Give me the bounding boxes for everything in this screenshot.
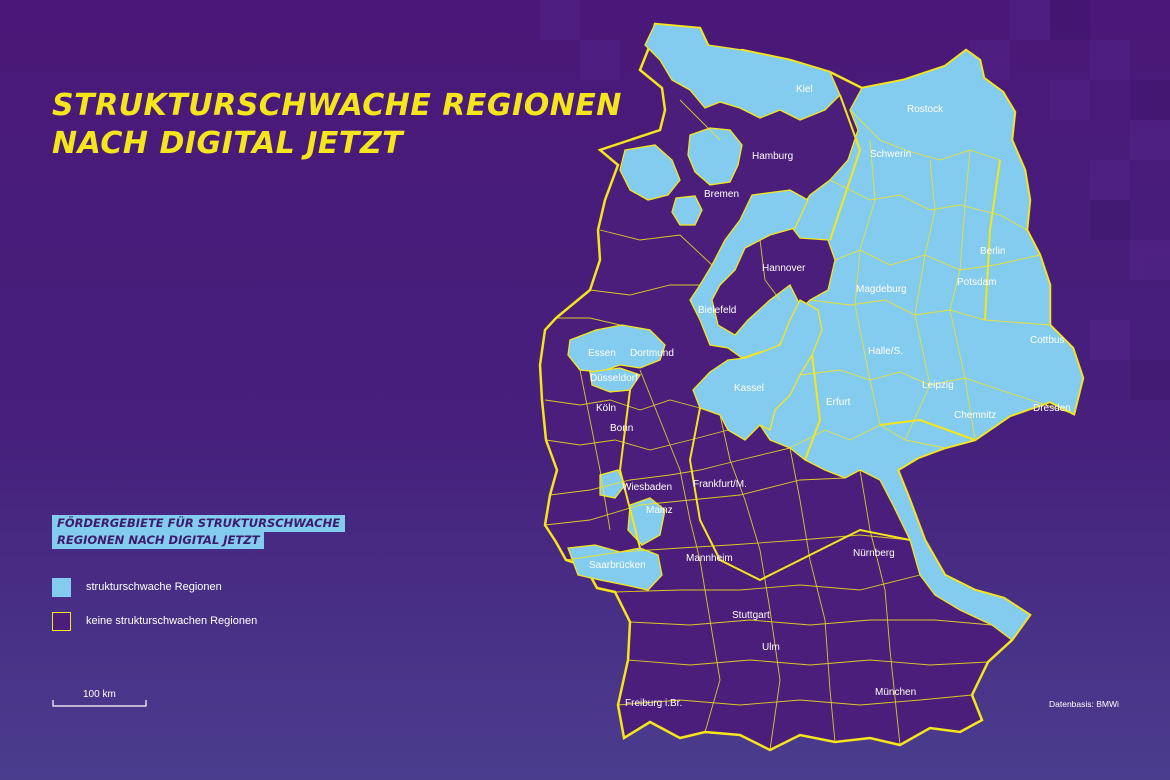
- city-label-essen: Essen: [588, 348, 616, 359]
- map-title-line-2: NACH DIGITAL JETZT: [52, 126, 404, 161]
- scale-bar: [52, 700, 147, 707]
- city-label-schwerin: Schwerin: [870, 149, 911, 160]
- legend-banner-line-2: REGIONEN NACH DIGITAL JETZT: [52, 532, 265, 549]
- city-labels: Kiel Rostock Hamburg Schwerin Bremen Han…: [588, 84, 1071, 709]
- legend-swatch-weak-regions: [52, 578, 71, 597]
- city-label-bonn: Bonn: [610, 423, 633, 434]
- city-label-wiesbaden: Wiesbaden: [622, 482, 672, 493]
- city-label-dresden: Dresden: [1033, 403, 1071, 414]
- city-label-ulm: Ulm: [762, 642, 780, 653]
- data-source-note: Datenbasis: BMWi: [1049, 699, 1119, 709]
- city-label-magdeburg: Magdeburg: [856, 284, 907, 295]
- city-label-dortmund: Dortmund: [630, 348, 674, 359]
- scale-bar-label: 100 km: [83, 689, 116, 700]
- city-label-stuttgart: Stuttgart: [732, 610, 770, 621]
- city-label-halle: Halle/S.: [868, 346, 903, 357]
- legend-swatch-other-regions: [52, 612, 71, 631]
- city-label-koeln: Köln: [596, 403, 616, 414]
- city-label-mannheim: Mannheim: [686, 553, 733, 564]
- city-label-kiel: Kiel: [796, 84, 813, 95]
- city-label-freiburg: Freiburg i.Br.: [625, 698, 682, 709]
- city-label-duesseldorf: Düsseldorf: [590, 373, 638, 384]
- city-label-berlin: Berlin: [980, 246, 1006, 257]
- legend-label-weak-regions: strukturschwache Regionen: [86, 581, 222, 593]
- city-label-bielefeld: Bielefeld: [698, 305, 736, 316]
- city-label-chemnitz: Chemnitz: [954, 410, 996, 421]
- city-label-hannover: Hannover: [762, 263, 806, 274]
- city-label-bremen: Bremen: [704, 189, 739, 200]
- city-label-hamburg: Hamburg: [752, 151, 793, 162]
- city-label-rostock: Rostock: [907, 104, 944, 115]
- city-label-frankfurt: Frankfurt/M.: [693, 479, 747, 490]
- map-title-line-1: STRUKTURSCHWACHE REGIONEN: [52, 88, 622, 123]
- city-label-erfurt: Erfurt: [826, 397, 851, 408]
- state-borders: [618, 94, 1001, 582]
- city-label-cottbus: Cottbus: [1030, 335, 1064, 346]
- city-label-leipzig: Leipzig: [922, 380, 954, 391]
- city-label-saarbruecken: Saarbrücken: [589, 560, 646, 571]
- city-label-nuernberg: Nürnberg: [853, 548, 895, 559]
- city-label-kassel: Kassel: [734, 383, 764, 394]
- city-label-muenchen: München: [875, 687, 916, 698]
- city-label-mainz: Mainz: [646, 505, 673, 516]
- legend-banner-line-1: FÖRDERGEBIETE FÜR STRUKTURSCHWACHE: [52, 515, 346, 532]
- city-label-potsdam: Potsdam: [957, 277, 996, 288]
- legend-label-other-regions: keine strukturschwachen Regionen: [86, 615, 258, 627]
